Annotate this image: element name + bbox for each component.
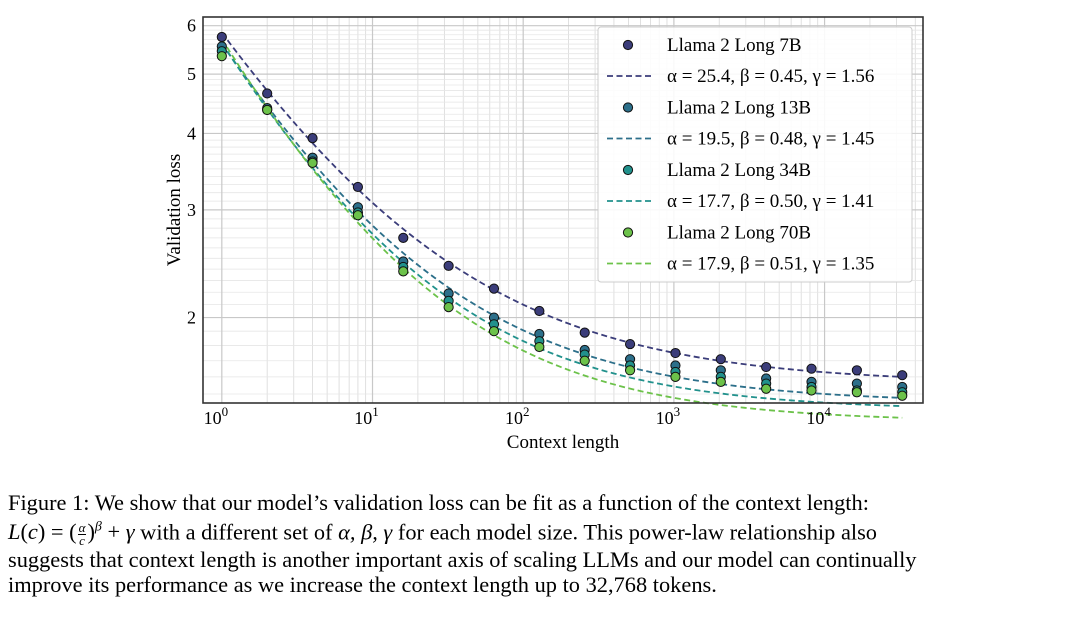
y-tick-label: 5: [187, 64, 196, 84]
legend: Llama 2 Long 7B α = 25.4, β = 0.45, γ = 1…: [597, 26, 913, 283]
data-points: [216, 31, 908, 401]
legend-marker: [622, 227, 634, 238]
fit-curve: [221, 42, 903, 399]
fit-curve: [221, 42, 903, 407]
legend-series-label: Llama 2 Long 34B: [667, 160, 811, 181]
y-tick-label: 6: [187, 16, 196, 36]
data-point: [670, 347, 681, 359]
data-point: [670, 371, 681, 382]
y-tick-label: 2: [187, 308, 196, 328]
data-point: [624, 365, 636, 376]
legend-fit-label: α = 25.4, β = 0.45, γ = 1.56: [667, 66, 874, 87]
plot-frame: [202, 16, 924, 404]
data-point: [806, 363, 817, 374]
data-point: [216, 31, 227, 43]
data-point: [624, 338, 636, 350]
data-point: [534, 305, 545, 317]
x-axis-label: Context length: [507, 432, 620, 453]
data-point: [262, 104, 273, 116]
data-point: [352, 181, 364, 193]
data-point: [897, 390, 908, 401]
chart: 100 101 102 103 104 2 3 4 5 6 Context length Val…: [164, 16, 924, 453]
y-tick-labels: 2 3 4 5 6: [187, 16, 196, 328]
legend-fit-label: α = 17.7, β = 0.50, γ = 1.41: [667, 191, 874, 212]
data-point: [307, 133, 318, 144]
y-tick-label: 3: [187, 200, 196, 220]
caption-line-2: L(c) = (α c)β + γ with a different set of…: [8, 515, 1074, 548]
data-point: [761, 361, 772, 373]
caption-text-2b: for each model size. This power-law rela…: [397, 519, 878, 545]
legend-series-label: Llama 2 Long 70B: [667, 223, 811, 244]
data-point: [897, 370, 908, 381]
data-point: [851, 365, 862, 376]
data-point: [488, 283, 500, 294]
legend-fit-label: α = 17.9, β = 0.51, γ = 1.35: [667, 254, 874, 275]
data-point: [534, 341, 545, 353]
y-axis-label: Validation loss: [164, 154, 185, 266]
legend-marker: [622, 102, 634, 113]
caption-label: Figure 1:: [8, 490, 90, 515]
data-point: [488, 326, 500, 337]
data-point: [398, 266, 409, 277]
data-point: [216, 51, 227, 62]
y-tick-label: 4: [187, 123, 196, 143]
data-point: [262, 88, 273, 99]
caption-text-1: We show that our model’s validation loss…: [94, 490, 869, 515]
fit-curve: [221, 32, 903, 378]
x-tick-label: 101: [354, 404, 379, 428]
data-point: [443, 302, 454, 313]
caption-formula: L(c) = (α c)β + γ: [8, 519, 135, 548]
fit-curve: [221, 38, 903, 419]
data-point: [307, 157, 318, 168]
data-point: [851, 387, 862, 398]
x-tick-label: 100: [204, 404, 229, 428]
legend-fit-label: α = 19.5, β = 0.48, γ = 1.45: [667, 129, 874, 150]
data-point: [761, 383, 772, 394]
caption-line-1: Figure 1: We show that our model’s valid…: [8, 490, 1074, 515]
legend-series-label: Llama 2 Long 7B: [667, 35, 802, 56]
legend-marker: [622, 39, 634, 51]
legend-series-label: Llama 2 Long 13B: [667, 98, 811, 119]
caption-greek: α, β, γ: [338, 519, 393, 545]
data-point: [806, 385, 817, 396]
data-point: [443, 260, 454, 271]
x-tick-labels: 100 101 102 103 104: [204, 404, 832, 428]
legend-box: [597, 26, 913, 283]
x-tick-label: 104: [806, 404, 831, 428]
figure-caption: Figure 1: We show that our model’s valid…: [8, 490, 1074, 597]
fit-curves: [221, 32, 903, 419]
data-point: [579, 355, 590, 366]
data-point: [352, 210, 364, 221]
caption-text-2a: with a different set of: [140, 519, 333, 545]
data-point: [715, 354, 726, 365]
caption-line-4: improve its performance as we increase t…: [8, 571, 717, 597]
x-tick-label: 103: [656, 404, 681, 428]
data-point: [398, 232, 409, 243]
data-point: [715, 376, 726, 387]
caption-line-3: suggests that context length is another …: [8, 546, 917, 572]
data-point: [579, 327, 590, 338]
x-tick-label: 102: [505, 404, 530, 428]
legend-marker: [622, 164, 634, 176]
